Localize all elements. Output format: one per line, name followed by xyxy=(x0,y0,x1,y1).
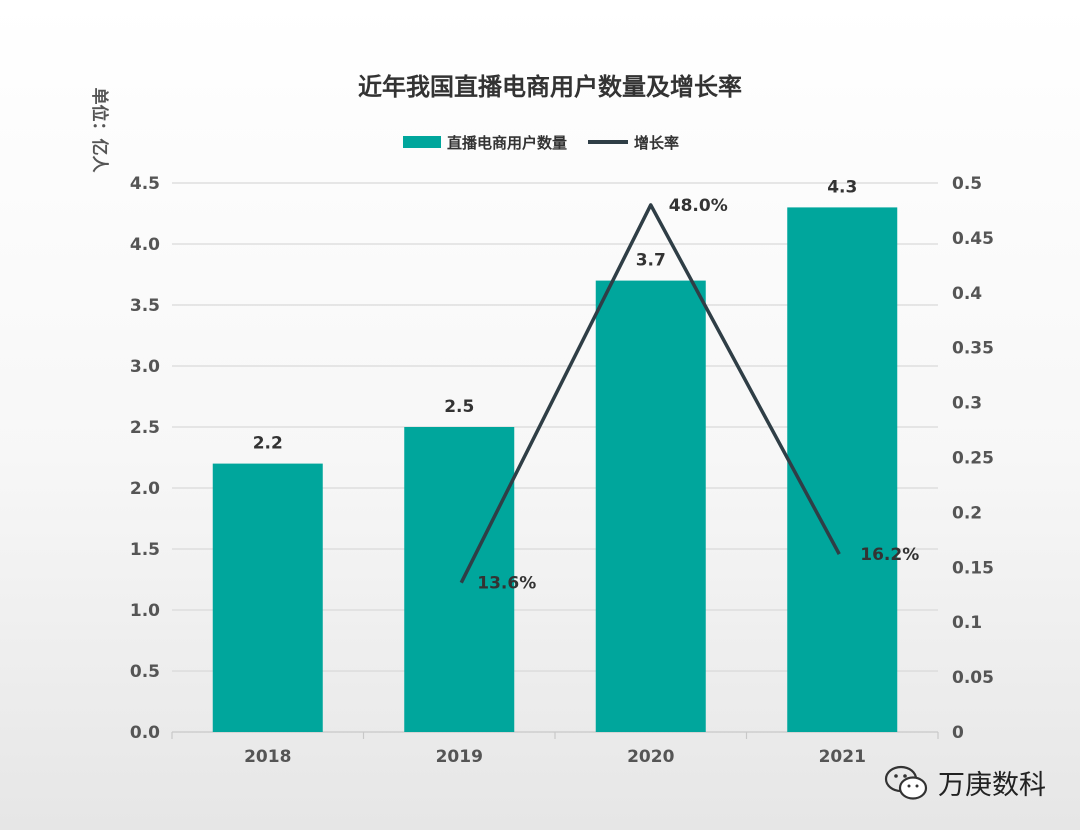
x-tick-label: 2021 xyxy=(819,747,866,767)
y-right-tick-label: 0.2 xyxy=(952,503,982,523)
chart-title: 近年我国直播电商用户数量及增长率 xyxy=(358,73,742,101)
bar xyxy=(404,427,515,732)
y-left-tick-label: 1.0 xyxy=(130,601,160,621)
bar-value-label: 4.3 xyxy=(827,177,857,197)
bars xyxy=(212,207,898,732)
x-tick-label: 2019 xyxy=(436,747,483,767)
legend: 直播电商用户数量 增长率 xyxy=(403,134,679,152)
x-tick-label: 2018 xyxy=(244,747,291,767)
y-left-tick-label: 0.5 xyxy=(130,662,160,682)
y-left-tick-label: 2.5 xyxy=(130,418,160,438)
legend-bar-swatch xyxy=(403,136,441,148)
y-left-tick-label: 3.5 xyxy=(130,296,160,316)
y-right-tick-label: 0.5 xyxy=(952,174,982,194)
y-left-tick-label: 4.0 xyxy=(130,235,160,255)
data-labels: 2.2 2.5 3.7 4.3 13.6% 48.0% 16.2% xyxy=(253,177,920,593)
bar xyxy=(595,280,706,732)
legend-line-label: 增长率 xyxy=(634,134,679,152)
y-right-tick-label: 0.3 xyxy=(952,394,982,414)
y-left-tick-label: 2.0 xyxy=(130,479,160,499)
y-axis-right: 0 0.05 0.1 0.15 0.2 0.25 0.3 0.35 0.4 0.45 0.5 xyxy=(952,174,994,743)
y-right-tick-label: 0.05 xyxy=(952,668,994,688)
watermark-text: 万庚数科 xyxy=(938,770,1046,801)
y-right-tick-label: 0.15 xyxy=(952,558,994,578)
y-right-tick-label: 0 xyxy=(952,723,964,743)
y-axis-left: 0.0 0.5 1.0 1.5 2.0 2.5 3.0 3.5 4.0 4.5 xyxy=(130,174,160,743)
growth-rate-label: 16.2% xyxy=(860,545,919,565)
bar-value-label: 3.7 xyxy=(636,251,666,271)
x-tick-label: 2020 xyxy=(627,747,674,767)
bar xyxy=(787,207,898,732)
growth-rate-label: 13.6% xyxy=(477,574,536,594)
wechat-icon xyxy=(884,765,928,800)
x-axis: 2018 2019 2020 2021 xyxy=(171,732,939,767)
bar-value-label: 2.2 xyxy=(253,434,283,454)
y-right-tick-label: 0.4 xyxy=(952,284,982,304)
legend-bar-label: 直播电商用户数量 xyxy=(447,134,567,152)
y-right-tick-label: 0.35 xyxy=(952,339,994,359)
watermark: 万庚数科 xyxy=(884,763,1046,802)
y-right-tick-label: 0.1 xyxy=(952,613,982,633)
bar xyxy=(212,463,323,732)
y-left-tick-label: 3.0 xyxy=(130,357,160,377)
y-left-tick-label: 0.0 xyxy=(130,723,160,743)
y-left-tick-label: 1.5 xyxy=(130,540,160,560)
y-right-tick-label: 0.25 xyxy=(952,449,994,469)
growth-rate-label: 48.0% xyxy=(669,196,728,216)
bar-value-label: 2.5 xyxy=(444,397,474,417)
y-left-tick-label: 4.5 xyxy=(130,174,160,194)
growth-rate-line xyxy=(459,203,841,584)
growth-line xyxy=(459,203,841,584)
unit-label: 单位：亿人 xyxy=(89,88,110,174)
y-right-tick-label: 0.45 xyxy=(952,229,994,249)
